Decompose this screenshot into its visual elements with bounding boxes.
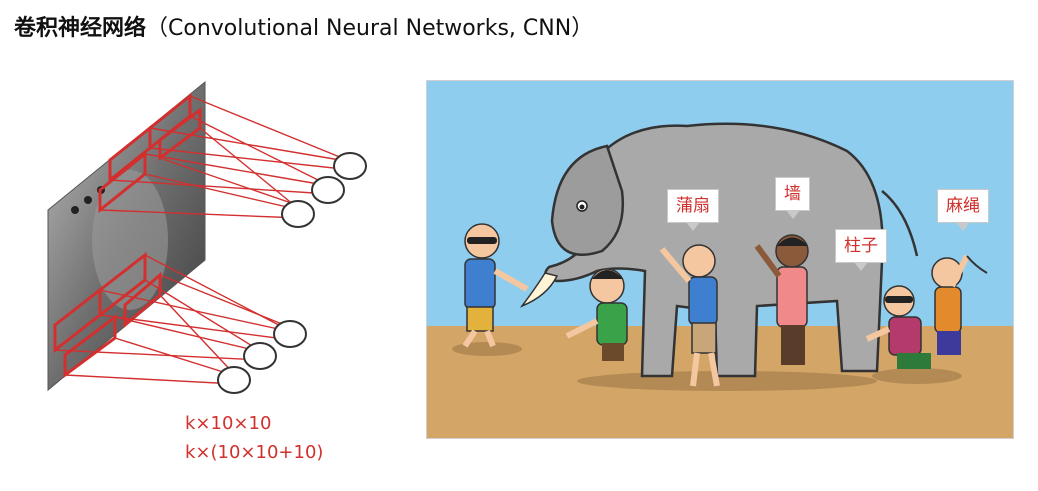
- title-english: （Convolutional Neural Networks, CNN）: [146, 16, 594, 41]
- man-ear: [659, 244, 720, 387]
- neuron-upper-1: [333, 152, 367, 180]
- man-wall: [754, 234, 809, 365]
- label-wall: 墙: [775, 177, 810, 219]
- formula-local-params: k×10×10: [185, 413, 272, 434]
- neuron-lower-1: [273, 320, 307, 348]
- label-fan: 蒲扇: [667, 189, 719, 231]
- man-pillar: [865, 285, 931, 369]
- title-chinese: 卷积神经网络: [14, 16, 147, 41]
- face-shape: [92, 170, 168, 310]
- man-leg: [565, 268, 628, 361]
- neuron-upper-2: [311, 176, 345, 204]
- label-rope: 麻绳: [937, 189, 989, 231]
- blind-men-elephant-cartoon: 蒲扇 墙 柱子 麻绳: [426, 80, 1014, 439]
- neuron-upper-3: [281, 200, 315, 228]
- cnn-local-connection-figure: [47, 80, 367, 394]
- slide-title: 卷积神经网络（Convolutional Neural Networks, CN…: [14, 10, 593, 42]
- neuron-lower-2: [243, 342, 277, 370]
- neuron-lower-3: [217, 366, 251, 394]
- man-tail: [931, 254, 988, 355]
- label-pillar: 柱子: [835, 229, 887, 271]
- formula-params-with-bias: k×(10×10+10): [185, 442, 324, 463]
- man-tusk: [462, 223, 529, 348]
